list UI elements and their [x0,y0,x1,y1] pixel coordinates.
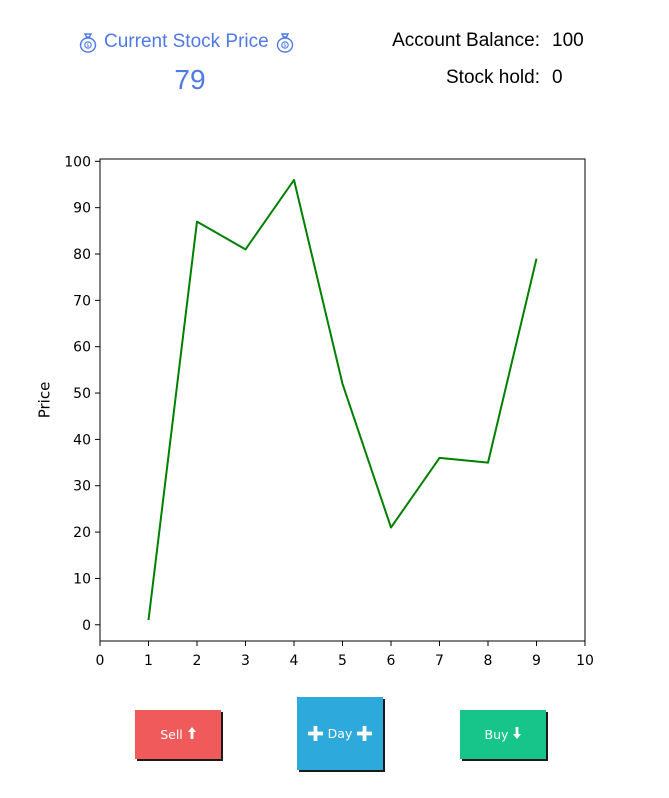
current-stock-price-title: $ Current Stock Price $ [78,29,328,55]
arrow-down-icon [513,727,522,742]
x-tick-label: 9 [532,653,541,669]
account-balance-value: 100 [552,30,584,51]
y-tick-label: 100 [64,154,91,170]
buy-button[interactable]: Buy [460,710,546,759]
chart-series [147,178,538,621]
account-balance-label: Account Balance: [392,30,540,51]
stock-hold-label: Stock hold: [446,67,540,88]
buy-button-label: Buy [484,727,509,742]
x-tick-label: 0 [96,653,105,669]
y-tick-label: 10 [73,571,91,587]
y-tick-label: 70 [73,293,91,309]
x-tick-label: 3 [241,653,250,669]
plus-icon [307,724,323,744]
day-button-label: Day [327,726,353,741]
x-tick-label: 5 [338,653,347,669]
x-tick-label: 6 [387,653,396,669]
money-bag-icon: $ [78,31,98,53]
arrow-up-icon [187,727,196,742]
x-tick-label: 1 [144,653,153,669]
y-tick-label: 60 [73,340,91,356]
y-tick-label: 90 [73,201,91,217]
y-tick-label: 20 [73,525,91,541]
sell-button-label: Sell [160,727,183,742]
plot-frame [99,158,586,642]
y-tick-label: 30 [73,479,91,495]
next-day-button[interactable]: Day [297,697,383,770]
x-tick-label: 10 [576,653,594,669]
plus-icon [357,724,373,744]
y-tick-label: 50 [73,386,91,402]
x-tick-label: 8 [484,653,493,669]
svg-text:$: $ [283,43,286,49]
money-bag-icon: $ [275,31,295,53]
y-axis-label: Price [35,382,53,419]
x-tick-label: 2 [193,653,202,669]
y-tick-label: 0 [82,618,91,634]
svg-text:$: $ [86,43,89,49]
price-series-line [147,178,538,621]
x-tick-label: 7 [435,653,444,669]
price-title-text: Current Stock Price [104,31,269,52]
x-tick-label: 4 [290,653,299,669]
y-tick-label: 40 [73,432,91,448]
stock-hold-value: 0 [552,67,563,88]
sell-button[interactable]: Sell [135,710,221,759]
y-tick-label: 80 [73,247,91,263]
current-stock-price-value: 79 [174,64,206,95]
